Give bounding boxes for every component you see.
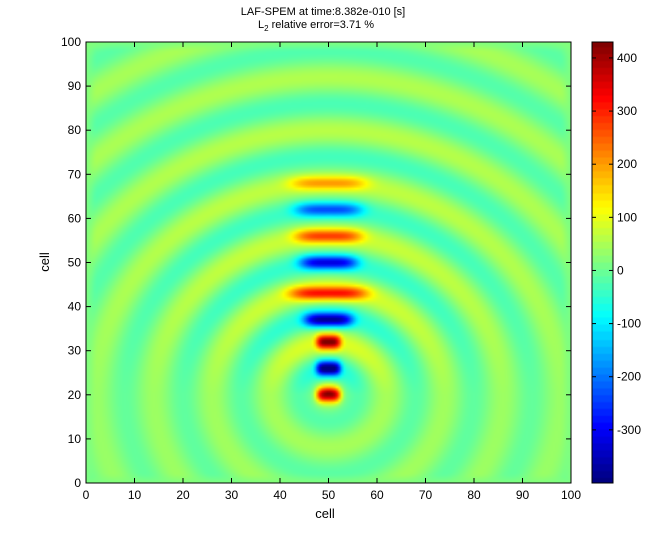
x-tick-label: 90 — [516, 488, 530, 502]
colorbar-tick-label: 0 — [617, 263, 624, 277]
colorbar-tick-label: -300 — [617, 423, 641, 437]
y-tick-label: 90 — [68, 79, 82, 93]
colorbar-tick-label: 200 — [617, 157, 637, 171]
heatmap-image — [86, 42, 571, 483]
x-tick-label: 40 — [273, 488, 287, 502]
colorbar-tick-label: 100 — [617, 210, 637, 224]
y-tick-label: 10 — [68, 432, 82, 446]
y-tick-label: 70 — [68, 167, 82, 181]
y-tick-label: 20 — [68, 388, 82, 402]
x-tick-label: 30 — [225, 488, 239, 502]
y-tick-label: 100 — [61, 35, 81, 49]
y-tick-label: 80 — [68, 123, 82, 137]
colorbar-tick-label: 300 — [617, 104, 637, 118]
chart-title-line1: LAF-SPEM at time:8.382e-010 [s] — [241, 6, 405, 18]
title-error-text: relative error=3.71 % — [269, 19, 375, 31]
chart-title-line2: L2 relative error=3.71 % — [258, 19, 374, 33]
colorbar-ticks: 400 300 200 100 0 -100 -200 -300 — [592, 51, 641, 437]
colorbar-tick-label: -200 — [617, 370, 641, 384]
x-tick-label: 70 — [419, 488, 433, 502]
x-tick-label: 80 — [467, 488, 481, 502]
heatmap-plot-area — [85, 41, 572, 484]
y-tick-label: 30 — [68, 344, 82, 358]
y-tick-label: 50 — [68, 256, 82, 270]
y-axis: 0 10 20 30 40 50 60 70 80 90 100 — [61, 35, 571, 490]
x-tick-label: 50 — [322, 488, 336, 502]
colorbar-frame — [591, 41, 614, 484]
x-tick-label: 20 — [176, 488, 190, 502]
x-tick-label: 100 — [561, 488, 581, 502]
colorbar: 400 300 200 100 0 -100 -200 -300 — [591, 41, 641, 484]
x-tick-label: 0 — [83, 488, 90, 502]
y-axis-label: cell — [37, 252, 52, 272]
y-tick-label: 0 — [74, 476, 81, 490]
colorbar-tick-label: 400 — [617, 51, 637, 65]
colorbar-image — [592, 42, 613, 483]
x-axis-label: cell — [315, 506, 335, 521]
colorbar-tick-label: -100 — [617, 317, 641, 331]
y-tick-label: 60 — [68, 211, 82, 225]
x-axis: 0 10 20 30 40 50 60 70 80 90 100 — [83, 42, 581, 502]
x-tick-label: 10 — [128, 488, 142, 502]
x-tick-label: 60 — [370, 488, 384, 502]
title-l-subscript: 2 — [264, 24, 269, 33]
y-tick-label: 40 — [68, 300, 82, 314]
title-l-symbol: L — [258, 19, 264, 31]
